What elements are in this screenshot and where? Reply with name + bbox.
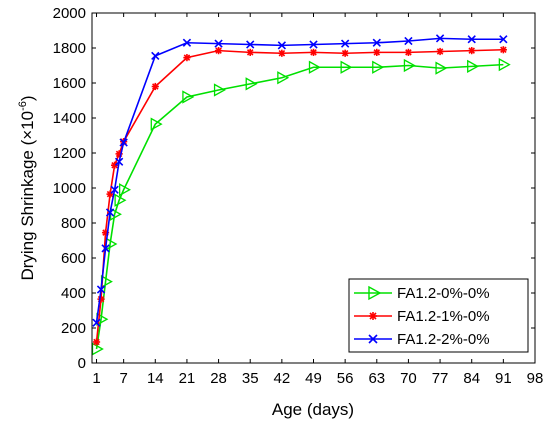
series-0	[91, 58, 511, 356]
data-point-0-7	[150, 117, 163, 131]
data-point-0-18	[498, 58, 511, 72]
x-tick-label-5: 35	[242, 370, 259, 387]
data-point-2-13	[340, 39, 350, 48]
data-point-1-9	[214, 47, 223, 55]
y-tick-label-9: 1800	[53, 40, 86, 57]
data-point-2-4	[110, 185, 119, 194]
data-point-1-12	[309, 48, 318, 56]
series-2	[92, 34, 508, 327]
data-point-2-11	[277, 41, 287, 50]
x-tick-label-12: 84	[463, 370, 480, 387]
data-point-1-11	[278, 49, 286, 57]
data-point-1-10	[246, 48, 254, 56]
data-point-2-10	[246, 40, 255, 49]
data-point-2-18	[499, 35, 508, 44]
data-point-1-13	[341, 49, 349, 57]
legend-label-0: FA1.2-0%-0%	[397, 285, 490, 302]
y-tick-label-3: 600	[61, 250, 86, 267]
legend-marker-2	[368, 334, 378, 344]
data-point-0-17	[467, 59, 480, 73]
x-tick-label-2: 14	[147, 370, 164, 387]
data-point-2-3	[105, 208, 115, 217]
data-point-1-15	[404, 48, 413, 56]
data-point-1-17	[468, 47, 476, 55]
x-tick-label-3: 21	[179, 370, 196, 387]
x-tick-label-4: 28	[210, 370, 227, 387]
legend-label-2: FA1.2-2%-0%	[397, 331, 490, 348]
y-axis-title-suffix: )	[18, 95, 37, 101]
data-point-2-2	[101, 244, 110, 253]
data-point-0-11	[277, 71, 290, 85]
y-tick-label-7: 1400	[53, 110, 86, 127]
legend-entry-0: FA1.2-0%-0%	[354, 285, 490, 302]
data-point-2-8	[182, 38, 192, 47]
data-point-0-15	[403, 58, 416, 73]
data-point-0-14	[372, 60, 385, 74]
y-tick-label-5: 1000	[53, 180, 86, 197]
data-point-0-0	[91, 342, 104, 356]
series-1	[92, 46, 507, 346]
data-point-2-17	[467, 35, 476, 44]
x-tick-label-11: 77	[432, 370, 449, 387]
data-point-2-15	[404, 36, 413, 46]
x-tick-label-6: 42	[274, 370, 291, 387]
data-point-2-0	[92, 318, 101, 327]
data-point-1-0	[92, 338, 101, 346]
data-point-2-1	[96, 285, 106, 294]
x-tick-label-14: 98	[527, 370, 544, 387]
data-point-1-7	[151, 82, 159, 91]
legend-marker-1	[369, 312, 377, 320]
legend-label-1: FA1.2-1%-0%	[397, 308, 490, 325]
axis-layer: 1 7 14 21 28 35 42 49 56 63 70 77 84 91 98 0 200 400 600 80…	[53, 5, 544, 387]
data-point-0-6	[118, 183, 131, 197]
y-tick-label-6: 1200	[53, 145, 86, 162]
data-point-1-16	[436, 47, 444, 56]
x-tick-label-8: 56	[337, 370, 354, 387]
data-point-2-6	[119, 138, 128, 147]
y-axis-title: Drying Shrinkage (×10-6)	[17, 95, 37, 280]
y-tick-label-2: 400	[61, 285, 86, 302]
data-point-0-12	[308, 60, 321, 74]
y-tick-label-8: 1600	[53, 75, 86, 92]
y-tick-label-4: 800	[61, 215, 86, 232]
data-point-1-14	[373, 48, 381, 56]
x-tick-label-1: 7	[119, 370, 127, 387]
y-tick-label-1: 200	[61, 320, 86, 337]
y-tick-label-10: 2000	[53, 5, 86, 22]
data-point-2-7	[151, 51, 160, 61]
x-tick-label-7: 49	[305, 370, 322, 387]
x-tick-label-13: 91	[495, 370, 512, 387]
data-point-0-5	[114, 193, 127, 207]
series-layer	[91, 34, 511, 356]
data-point-0-13	[340, 60, 353, 74]
legend-marker-0	[368, 285, 382, 301]
y-axis-title-exponent: -6	[17, 101, 29, 111]
x-tick-label-9: 63	[368, 370, 385, 387]
x-tick-label-0: 1	[92, 370, 100, 387]
x-tick-label-10: 70	[400, 370, 417, 387]
legend: FA1.2-0%-0% FA1.2-1%-0% FA1.2-2%-0%	[348, 278, 529, 353]
data-point-0-10	[245, 77, 258, 91]
legend-entry-2: FA1.2-2%-0%	[354, 331, 490, 348]
data-point-0-9	[213, 83, 226, 97]
data-point-1-8	[183, 54, 191, 62]
data-point-2-5	[114, 157, 124, 166]
series-line-0	[95, 63, 504, 350]
data-point-1-1	[97, 295, 105, 303]
legend-entry-1: FA1.2-1%-0%	[354, 308, 490, 325]
data-point-2-16	[435, 34, 445, 43]
data-point-2-9	[214, 39, 223, 48]
y-tick-label-0: 0	[78, 355, 86, 372]
x-axis-title: Age (days)	[272, 400, 354, 419]
data-point-1-18	[499, 46, 507, 54]
data-point-0-8	[182, 90, 195, 104]
data-point-2-14	[372, 38, 381, 47]
data-point-2-12	[309, 40, 318, 49]
y-axis-title-main: Drying Shrinkage (×10	[18, 111, 37, 281]
data-point-0-16	[435, 61, 448, 75]
